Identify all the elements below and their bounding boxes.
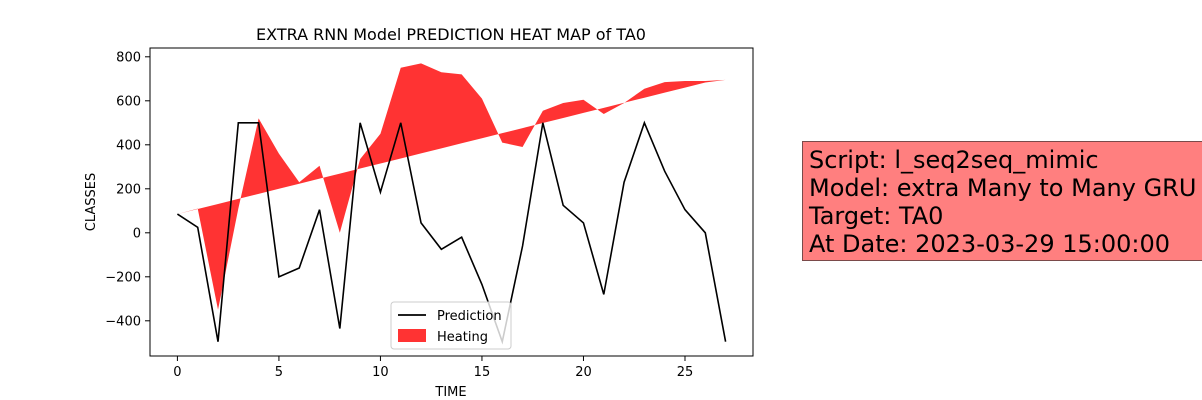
info-line-target: Target: TA0	[809, 202, 944, 230]
x-tick-label: 25	[677, 365, 694, 380]
y-tick-label: 600	[116, 94, 141, 109]
plot-area	[176, 63, 727, 345]
info-line-script: Script: l_seq2seq_mimic	[809, 146, 1099, 174]
info-box: Script: l_seq2seq_mimic Model: extra Man…	[802, 141, 1202, 261]
chart-title: EXTRA RNN Model PREDICTION HEAT MAP of T…	[256, 25, 646, 44]
y-axis: −400 −200 0 200 400 600 800	[105, 50, 150, 329]
prediction-line	[176, 120, 727, 345]
x-tick-label: 20	[575, 365, 592, 380]
chart: EXTRA RNN Model PREDICTION HEAT MAP of T…	[84, 25, 754, 400]
y-tick-label: 800	[116, 50, 141, 65]
heating-area	[177, 63, 726, 310]
x-axis-label: TIME	[434, 385, 466, 400]
x-tick-label: 5	[275, 365, 283, 380]
x-tick-label: 15	[474, 365, 491, 380]
legend: Prediction Heating	[390, 301, 512, 350]
y-axis-label: CLASSES	[84, 173, 99, 231]
plot-frame	[149, 47, 754, 357]
y-tick-label: −200	[105, 270, 141, 285]
y-tick-label: −400	[105, 314, 141, 329]
x-axis: 0 5 10 15 20 25	[173, 356, 693, 380]
legend-swatch-heating	[398, 329, 426, 342]
y-tick-label: 200	[116, 182, 141, 197]
y-tick-label: 400	[116, 138, 141, 153]
x-tick-label: 10	[372, 365, 389, 380]
legend-label-prediction: Prediction	[437, 309, 502, 324]
legend-label-heating: Heating	[437, 330, 488, 345]
y-tick-label: 0	[133, 226, 141, 241]
info-line-model: Model: extra Many to Many GRU	[809, 174, 1197, 202]
x-tick-label: 0	[173, 365, 181, 380]
info-line-date: At Date: 2023-03-29 15:00:00	[809, 230, 1171, 258]
